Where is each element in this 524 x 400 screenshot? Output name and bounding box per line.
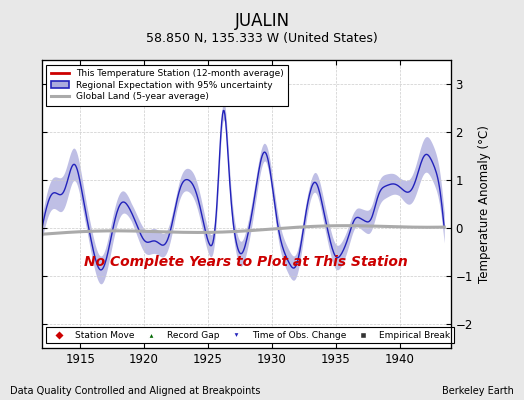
Y-axis label: Temperature Anomaly (°C): Temperature Anomaly (°C) bbox=[478, 125, 492, 283]
Text: 58.850 N, 135.333 W (United States): 58.850 N, 135.333 W (United States) bbox=[146, 32, 378, 45]
Text: Berkeley Earth: Berkeley Earth bbox=[442, 386, 514, 396]
Text: Data Quality Controlled and Aligned at Breakpoints: Data Quality Controlled and Aligned at B… bbox=[10, 386, 261, 396]
Text: JUALIN: JUALIN bbox=[234, 12, 290, 30]
Legend: Station Move, Record Gap, Time of Obs. Change, Empirical Break: Station Move, Record Gap, Time of Obs. C… bbox=[47, 327, 454, 344]
Text: No Complete Years to Plot at This Station: No Complete Years to Plot at This Statio… bbox=[84, 255, 408, 269]
